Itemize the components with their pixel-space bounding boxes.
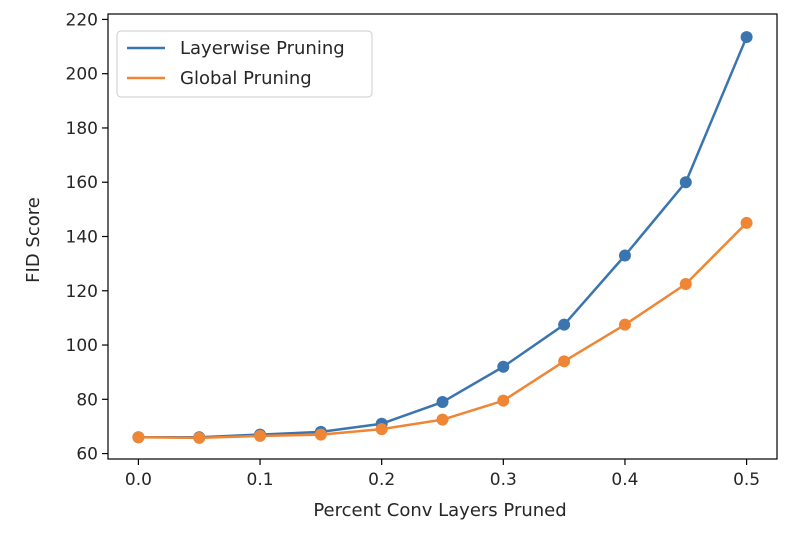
data-point-s1-1	[193, 431, 206, 444]
legend-label-global: Global Pruning	[180, 68, 312, 89]
data-point-s1-7	[558, 355, 571, 368]
x-tick-label-2: 0.2	[368, 470, 395, 490]
y-tick-label-8: 220	[66, 10, 98, 30]
data-point-s1-4	[375, 423, 388, 436]
data-point-s0-7	[558, 318, 571, 331]
data-point-s0-9	[679, 176, 692, 189]
data-point-s1-9	[679, 277, 692, 290]
y-tick-label-4: 140	[66, 228, 98, 248]
y-tick-label-5: 160	[66, 173, 98, 193]
data-point-s1-2	[254, 429, 267, 442]
data-point-s0-8	[618, 249, 631, 262]
data-point-s1-3	[314, 428, 327, 441]
legend: Layerwise Pruning Global Pruning	[116, 30, 373, 98]
data-point-s1-8	[618, 318, 631, 331]
legend-frame	[116, 30, 373, 98]
x-tick-label-1: 0.1	[247, 470, 274, 490]
legend-label-layerwise: Layerwise Pruning	[180, 38, 345, 59]
y-tick-label-6: 180	[66, 119, 98, 139]
data-point-s0-10	[740, 31, 753, 44]
x-tick-label-5: 0.5	[733, 470, 760, 490]
plot-area	[132, 31, 753, 444]
x-tick-label-0: 0.0	[125, 470, 152, 490]
y-tick-label-7: 200	[66, 65, 98, 85]
y-tick-label-2: 100	[66, 336, 98, 356]
x-axis-title: Percent Conv Layers Pruned	[313, 500, 566, 521]
y-tick-label-0: 60	[76, 445, 98, 465]
data-point-s0-5	[436, 396, 449, 409]
data-point-s0-6	[497, 360, 510, 373]
y-tick-label-3: 120	[66, 282, 98, 302]
axes: 0.0 0.1 0.2 0.3 0.4 0.5 60 80 100 120 140 160 180 200…	[66, 10, 778, 490]
data-point-s1-6	[497, 394, 510, 407]
x-tick-label-4: 0.4	[611, 470, 638, 490]
data-point-s1-5	[436, 413, 449, 426]
y-axis-title: FID Score	[23, 197, 44, 283]
data-point-s1-10	[740, 216, 753, 229]
y-tick-label-1: 80	[76, 390, 98, 410]
x-tick-label-3: 0.3	[490, 470, 517, 490]
data-point-s1-0	[132, 431, 145, 444]
